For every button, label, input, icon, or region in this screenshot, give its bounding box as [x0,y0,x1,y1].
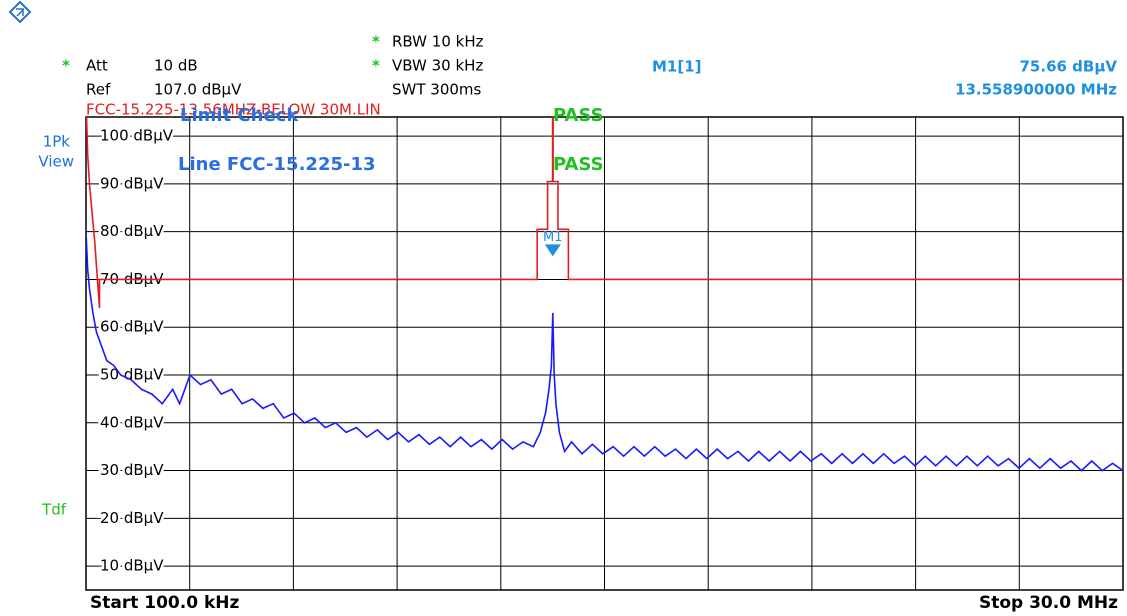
y-tick-label: 30 dBµV [100,461,164,479]
ref: 107.0 dBµV [154,81,242,99]
limit-line-result: PASS [553,154,604,175]
trace-view: View [38,153,74,171]
y-tick-label: 90 dBµV [100,174,164,192]
x-start: Start 100.0 kHz [90,593,239,613]
marker [544,244,561,257]
trace [86,231,1123,472]
marker-label: M1 [543,230,563,245]
y-tick-label: 80 dBµV [100,222,164,240]
x-stop: Stop 30.0 MHz [979,593,1118,613]
marker-frequency: 13.558900000 MHz [955,81,1117,99]
limit-line-label: Line FCC-15.225-13 [178,154,376,175]
marker-level: 75.66 dBµV [1020,58,1118,76]
y-tick-label: 60 dBµV [100,318,164,336]
marker-readout: M1[1] [652,58,702,76]
logo [8,0,32,24]
y-tick-label: 50 dBµV [100,366,164,384]
y-tick-label: 40 dBµV [100,413,164,431]
vbw: VBW 30 kHz [392,57,483,75]
limit-check-title: Limit Check [180,105,299,126]
y-tick-label: 10 dBµV [100,557,164,575]
ref-name: Ref [86,81,111,99]
att-name: Att [86,57,108,75]
limit-line-name: FCC-15.225-13.56MHZ-BELOW 30M.LIN [86,101,381,119]
vbw-star: * [372,57,380,75]
limit-check-result: PASS [553,105,604,126]
rbw-star: * [372,33,380,51]
y-tick-label: 100 dBµV [100,127,174,145]
att: 10 dB [154,57,198,75]
att-star: * [62,57,70,75]
traces [86,117,1123,472]
trace-mode: 1Pk [43,133,71,151]
rbw: RBW 10 kHz [392,33,484,51]
transducer: Tdf [41,501,67,519]
y-tick-label: 20 dBµV [100,509,164,527]
swt: SWT 300ms [392,81,482,99]
limit-line [86,117,1123,309]
